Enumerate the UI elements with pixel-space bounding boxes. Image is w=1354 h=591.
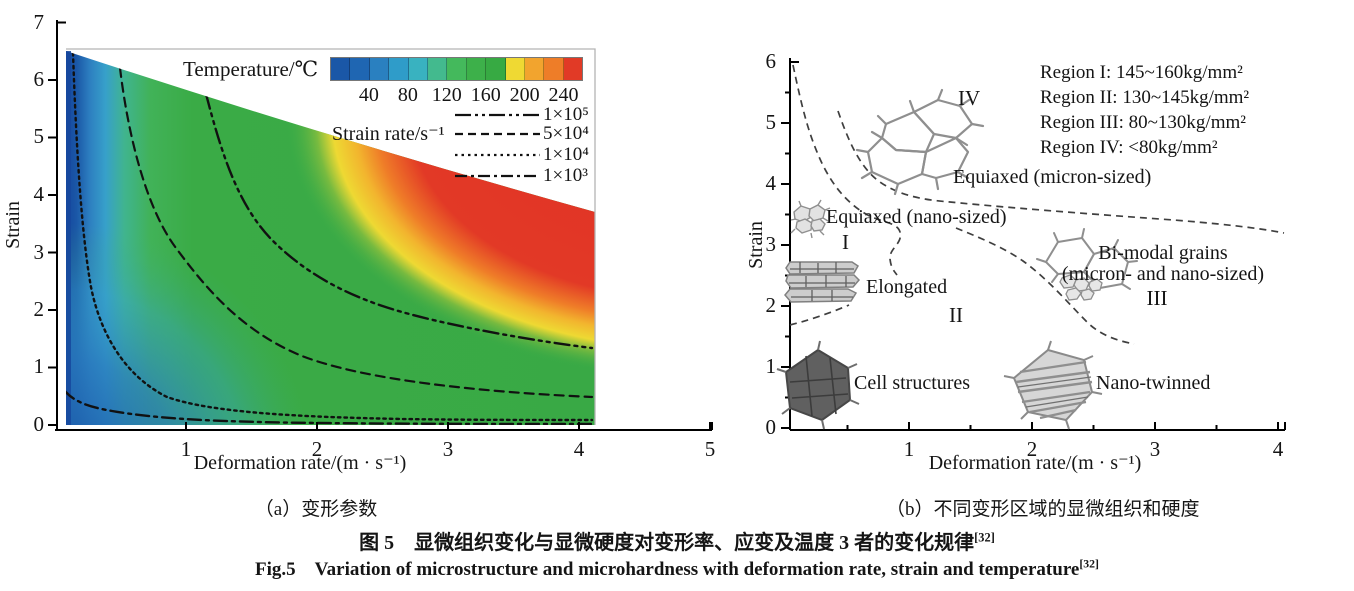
b-xtick-4: 4 (1272, 437, 1284, 461)
region-II-III-boundary (955, 227, 1135, 345)
colorbar-tick-label: 160 (470, 84, 501, 106)
label-equiaxed-micron: Equiaxed (micron-sized) (953, 166, 1152, 188)
b-ytick-6: 6 (765, 49, 777, 73)
label-elongated: Elongated (866, 276, 948, 298)
colorbar-cell (486, 58, 506, 80)
b-xtick-2: 2 (1026, 437, 1038, 461)
region-label-III: III (1146, 286, 1168, 310)
contour-1e4 (71, 51, 594, 422)
colorbar-cell (427, 58, 448, 80)
colorbar-cell (447, 58, 467, 80)
a-legend-label-5e4: 5×10⁴ (543, 123, 589, 144)
colorbar-cell (408, 58, 428, 80)
figure-caption-zh-ref: [32] (974, 530, 995, 545)
equiaxed-micron-icon (855, 88, 985, 196)
panel-a-legend-lines (455, 113, 540, 178)
colorbar-ticks: 40 80 120 160 200 240 (330, 84, 583, 108)
a-legend-label-1e5: 1×10⁵ (543, 104, 589, 125)
b-ytick-2: 2 (765, 293, 777, 317)
b-ytick-5: 5 (765, 110, 777, 134)
colorbar-cell (369, 58, 390, 80)
b-xlabel: Deformation rate/(m · s⁻¹) (928, 452, 1142, 474)
b-xtick-3: 3 (1149, 437, 1161, 461)
a-ytick-7: 7 (33, 10, 45, 34)
cell-structures-boundary (789, 304, 850, 326)
colorbar-cell (350, 58, 370, 80)
b-ytick-1: 1 (765, 354, 777, 378)
hardness-region-1: Region I: 145~160kg/mm² (1040, 62, 1243, 83)
a-ytick-4: 4 (33, 182, 45, 206)
a-xtick-5: 5 (704, 437, 716, 461)
colorbar-cell (331, 58, 351, 80)
equiaxed-nano-icon (790, 199, 831, 239)
a-xtick-3: 3 (442, 437, 454, 461)
b-ytick-3: 3 (765, 232, 777, 256)
hardness-region-4: Region IV: <80kg/mm² (1040, 137, 1218, 158)
b-xtick-1: 1 (903, 437, 915, 461)
hardness-region-2: Region II: 130~145kg/mm² (1040, 87, 1250, 108)
colorbar-cell (466, 58, 487, 80)
b-ytick-4: 4 (765, 171, 777, 195)
a-xlabel: Deformation rate/(m · s⁻¹) (193, 452, 407, 474)
label-nano-twinned: Nano-twinned (1096, 372, 1211, 394)
a-legend-title: Strain rate/s⁻¹ (332, 123, 445, 145)
region-label-IV: IV (958, 86, 981, 110)
colorbar-cell (389, 58, 409, 80)
contour-1e3 (66, 388, 594, 425)
label-bimodal-line2: (micron- and nano-sized) (1061, 263, 1265, 285)
nano-twinned-icon (1003, 340, 1103, 430)
region-IV-lower-boundary (837, 110, 1285, 234)
cell-structures-icon (776, 340, 860, 430)
a-legend-label-1e3: 1×10³ (543, 165, 588, 186)
colorbar-cell (524, 58, 545, 80)
region-I-upper-boundary (792, 64, 902, 276)
panel-a-caption: （a）变形参数 (254, 499, 378, 520)
elongated-grains-icon (784, 261, 861, 303)
colorbar-tick-label: 240 (548, 84, 579, 106)
b-ytick-0: 0 (765, 415, 777, 439)
label-cell-structures: Cell structures (854, 372, 971, 394)
region-label-I: I (842, 230, 849, 254)
label-equiaxed-nano: Equiaxed (nano-sized) (826, 206, 1007, 228)
contour-5e4 (118, 66, 594, 399)
a-ytick-1: 1 (33, 354, 45, 378)
figure-caption-zh-text: 图 5 显微组织变化与显微硬度对变形率、应变及温度 3 者的变化规律 (359, 532, 975, 554)
bimodal-grains-icon (1036, 228, 1138, 301)
colorbar-cell (505, 58, 525, 80)
colorbar-tick-label: 120 (431, 84, 462, 106)
a-xtick-2: 2 (311, 437, 323, 461)
hardness-region-3: Region III: 80~130kg/mm² (1040, 112, 1246, 133)
a-ytick-5: 5 (33, 124, 45, 148)
colorbar-tick-label: 80 (397, 84, 418, 106)
panel-b-caption: （b）不同变形区域的显微组织和硬度 (886, 499, 1200, 520)
a-colorbar-title: Temperature/℃ (183, 57, 319, 81)
a-ytick-3: 3 (33, 240, 45, 264)
region-label-II: II (949, 303, 963, 327)
figure-caption-en-text: Fig.5 Variation of microstructure and mi… (255, 559, 1080, 580)
colorbar (330, 57, 583, 81)
a-ytick-6: 6 (33, 67, 45, 91)
panel-a-axes (48, 20, 713, 431)
a-ytick-0: 0 (33, 412, 45, 436)
figure-caption-zh: 图 5 显微组织变化与显微硬度对变形率、应变及温度 3 者的变化规律[32] (277, 526, 1077, 555)
a-ytick-2: 2 (33, 297, 45, 321)
b-ylabel: Strain (745, 221, 767, 269)
label-bimodal-line1: Bi-modal grains (1098, 242, 1228, 264)
panel-b-axes (781, 58, 1286, 431)
a-xtick-4: 4 (573, 437, 585, 461)
figure-caption-en: Fig.5 Variation of microstructure and mi… (177, 554, 1177, 581)
panel-a-heatmap (66, 48, 596, 425)
colorbar-tick-label: 200 (509, 84, 540, 106)
panel-b-boundaries (789, 64, 1285, 345)
a-ylabel: Strain (2, 201, 24, 249)
a-xtick-1: 1 (180, 437, 192, 461)
panel-a-contours (66, 51, 594, 425)
a-legend-label-1e4: 1×10⁴ (543, 144, 589, 165)
colorbar-cell (544, 58, 564, 80)
colorbar-cell (563, 58, 583, 80)
figure-caption-en-ref: [32] (1079, 557, 1099, 571)
colorbar-tick-label: 40 (358, 84, 379, 106)
